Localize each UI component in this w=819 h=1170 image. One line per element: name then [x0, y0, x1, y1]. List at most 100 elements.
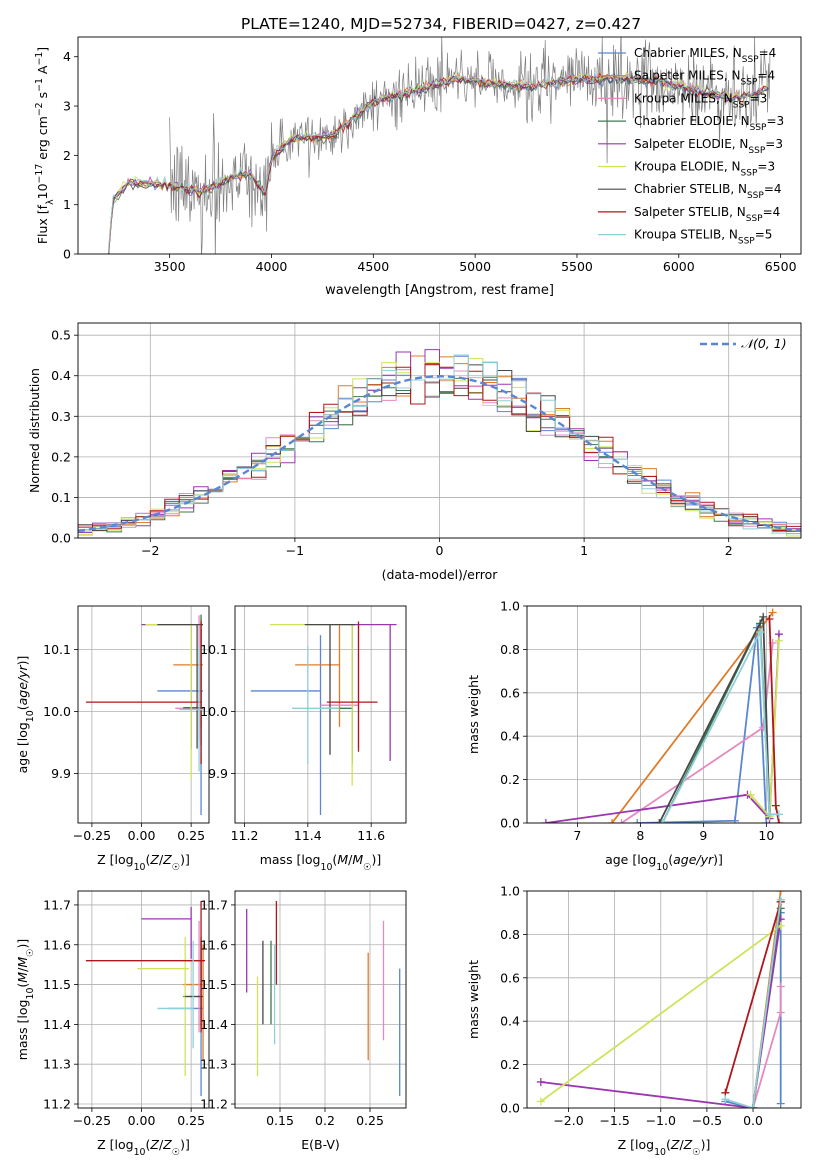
x-tick-label: −0.25	[73, 1113, 111, 1128]
y-tick-label: 1	[63, 197, 71, 212]
weight-series-line	[724, 901, 782, 1094]
weight-series-line	[637, 627, 768, 823]
x-tick-label: 1	[580, 543, 588, 558]
y-tick-label: 4	[63, 49, 71, 64]
x-axis-label: age [log10(age/yr)]	[605, 852, 723, 873]
label-it: Z	[162, 852, 172, 867]
ylabel-part: erg cm	[35, 116, 50, 164]
ylabel-part: A	[35, 65, 50, 78]
x-axis-label: Z [log10(Z/Z☉)]	[97, 1137, 190, 1158]
label-part: (	[15, 983, 30, 988]
x-axis-label: Z [log10(Z/Z☉)]	[97, 852, 190, 873]
legend-sub: SSP	[742, 55, 759, 65]
x-tick-label: 0.25	[177, 1113, 205, 1128]
y-tick-label: 11.5	[43, 977, 71, 992]
label-part: /	[159, 1137, 164, 1152]
label-sub: 10	[25, 988, 36, 1000]
plot-area	[246, 900, 401, 1097]
legend-entry: Salpeter STELIB, NSSP=4	[634, 205, 780, 224]
legend-text: Salpeter MILES, N	[634, 69, 741, 83]
weight-point-marker	[774, 810, 783, 819]
label-part: (	[145, 852, 150, 867]
y-tick-label: 10.1	[43, 642, 71, 657]
weight-point-marker	[617, 819, 626, 823]
label-part: )]	[372, 852, 382, 867]
axes-frame	[234, 605, 407, 824]
y-tick-label: 3	[63, 99, 71, 114]
label-it: M	[15, 972, 30, 983]
label-part: (	[666, 1137, 671, 1152]
legend-entry: 𝒩(0, 1)	[741, 336, 787, 351]
label-part: (	[15, 705, 30, 710]
legend-text: Salpeter STELIB, N	[634, 205, 746, 219]
x-tick-label: 0.0	[743, 1113, 763, 1128]
label-it: Z	[162, 1137, 172, 1152]
x-tick-label: 4000	[256, 259, 288, 274]
y-tick-label: 10.0	[43, 704, 71, 719]
legend-text: Chabrier MILES, N	[634, 46, 742, 60]
label-it: Z	[149, 1137, 159, 1152]
label-part: mass [log	[15, 1000, 30, 1061]
x-tick-label: 0.00	[128, 1113, 156, 1128]
weight-point-marker	[730, 816, 739, 823]
weight-series-line	[725, 899, 782, 1108]
x-tick-label: −1	[286, 543, 304, 558]
legend-text: =5	[755, 228, 773, 242]
y-tick-label: 0.4	[51, 368, 71, 383]
weight-point-marker	[765, 810, 774, 819]
plot-area	[541, 608, 783, 823]
weight-point-marker	[658, 819, 667, 823]
weight-point-marker	[762, 819, 771, 823]
x-tick-label: 0.25	[177, 828, 205, 843]
age-vs-metallicity-panel: −0.25 0.00 0.259.910.010.1Z [log10(Z/Z☉)]a…	[15, 605, 210, 873]
weight-point-marker	[721, 1095, 730, 1104]
y-axis-label: mass weight	[466, 675, 481, 754]
axes-frame	[77, 890, 210, 1109]
label-it: M	[337, 852, 348, 867]
legend-entry: Kroupa ELODIE, NSSP=3	[634, 160, 775, 179]
label-part: (	[145, 1137, 150, 1152]
weight-point-marker	[776, 1099, 785, 1108]
y-tick-label: 0.0	[500, 1101, 520, 1116]
legend-sub: SSP	[746, 214, 763, 224]
legend-text: =3	[766, 114, 784, 128]
grid-lines	[527, 890, 801, 1109]
axes-frame	[526, 605, 802, 824]
legend-text: =4	[759, 46, 777, 60]
y-axis-label: age [log10(age/yr)]	[15, 656, 36, 774]
y-tick-label: 1.0	[500, 599, 520, 614]
x-tick-label: 2	[725, 543, 733, 558]
x-tick-label: 0.15	[266, 1113, 294, 1128]
label-part: /	[159, 852, 164, 867]
x-tick-label: 0	[436, 543, 444, 558]
y-tick-label: 0.1	[51, 490, 71, 505]
figure-title: PLATE=1240, MJD=52734, FIBERID=0427, z=0…	[241, 15, 641, 33]
label-part: age [log	[605, 852, 656, 867]
label-sub: ☉	[25, 948, 36, 956]
weight-vs-age-panel: 7 8 9 10 0.0 0.2 0.4 0.6 0.8 1.0 mass weight age [l…	[466, 599, 802, 873]
grid-lines	[78, 606, 209, 823]
x-tick-label: 5000	[459, 259, 491, 274]
y-axis-label: Flux [fλ10−17 erg cm−2 s−1 A−1]	[34, 47, 56, 244]
x-tick-label: 0.25	[356, 1113, 384, 1128]
y-tick-label: 0.8	[500, 642, 520, 657]
legend-sub: SSP	[741, 78, 758, 88]
label-it: age/yr	[673, 852, 714, 867]
y-tick-label: 9.9	[51, 766, 71, 781]
ylabel-part: Flux [f	[35, 204, 50, 244]
y-tick-label: 0.3	[51, 409, 71, 424]
x-tick-label: 4500	[357, 259, 389, 274]
legend-entry: Salpeter MILES, NSSP=4	[634, 69, 775, 88]
grid-lines	[235, 891, 406, 1108]
label-sub: 10	[321, 862, 333, 873]
x-axis-label: mass [log10(M/M☉)]	[260, 852, 382, 873]
x-tick-label: 10	[758, 828, 774, 843]
x-tick-label: 0.00	[128, 828, 156, 843]
legend-text: Kroupa MILES, N	[634, 91, 733, 105]
label-it: Z	[683, 1137, 693, 1152]
ylabel-sup: −2	[34, 102, 45, 116]
y-tick-label: 11.7	[43, 897, 71, 912]
legend-sub: SSP	[747, 191, 764, 201]
y-tick-label: 10.0	[200, 704, 228, 719]
y-tick-label: 11.3	[200, 1057, 228, 1072]
